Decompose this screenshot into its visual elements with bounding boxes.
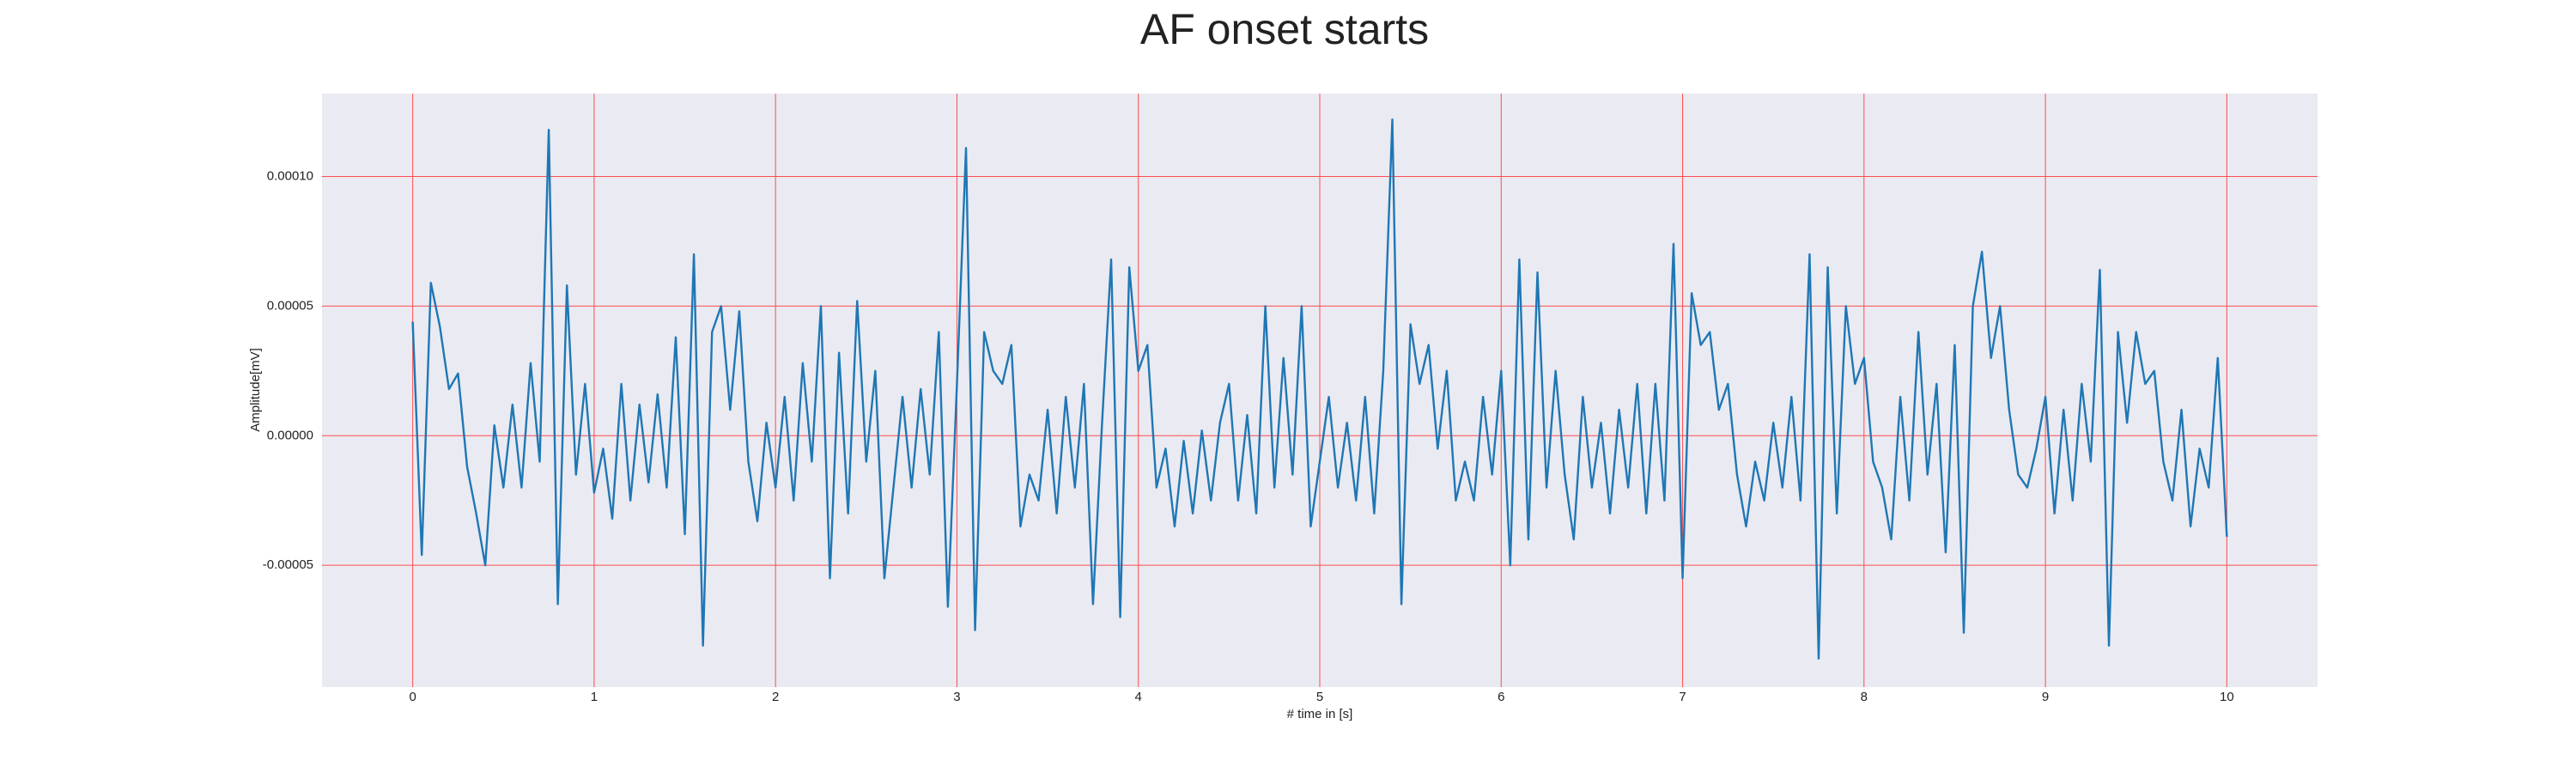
x-tick-label: 2	[772, 690, 779, 704]
y-tick-label: 0.00010	[267, 169, 313, 184]
y-tick-label: -0.00005	[263, 557, 313, 572]
chart-title: AF onset starts	[1140, 5, 1429, 53]
x-tick-label: 3	[953, 690, 960, 704]
x-axis-label: # time in [s]	[1287, 707, 1353, 721]
y-tick-label: 0.00000	[267, 428, 313, 442]
signal-line	[411, 118, 2228, 660]
x-tick-label: 8	[1861, 690, 1868, 704]
x-tick-label: 0	[409, 690, 416, 704]
x-tick-label: 10	[2220, 690, 2234, 704]
x-tick-label: 4	[1135, 690, 1142, 704]
x-tick-label: 5	[1316, 690, 1323, 704]
x-tick-label: 1	[591, 690, 598, 704]
x-tick-label: 7	[1679, 690, 1686, 704]
x-tick-label: 6	[1498, 690, 1504, 704]
x-tick-label: 9	[2042, 690, 2049, 704]
y-tick-label: 0.00005	[267, 298, 313, 313]
y-axis-label: Amplitude[mV]	[248, 348, 263, 432]
